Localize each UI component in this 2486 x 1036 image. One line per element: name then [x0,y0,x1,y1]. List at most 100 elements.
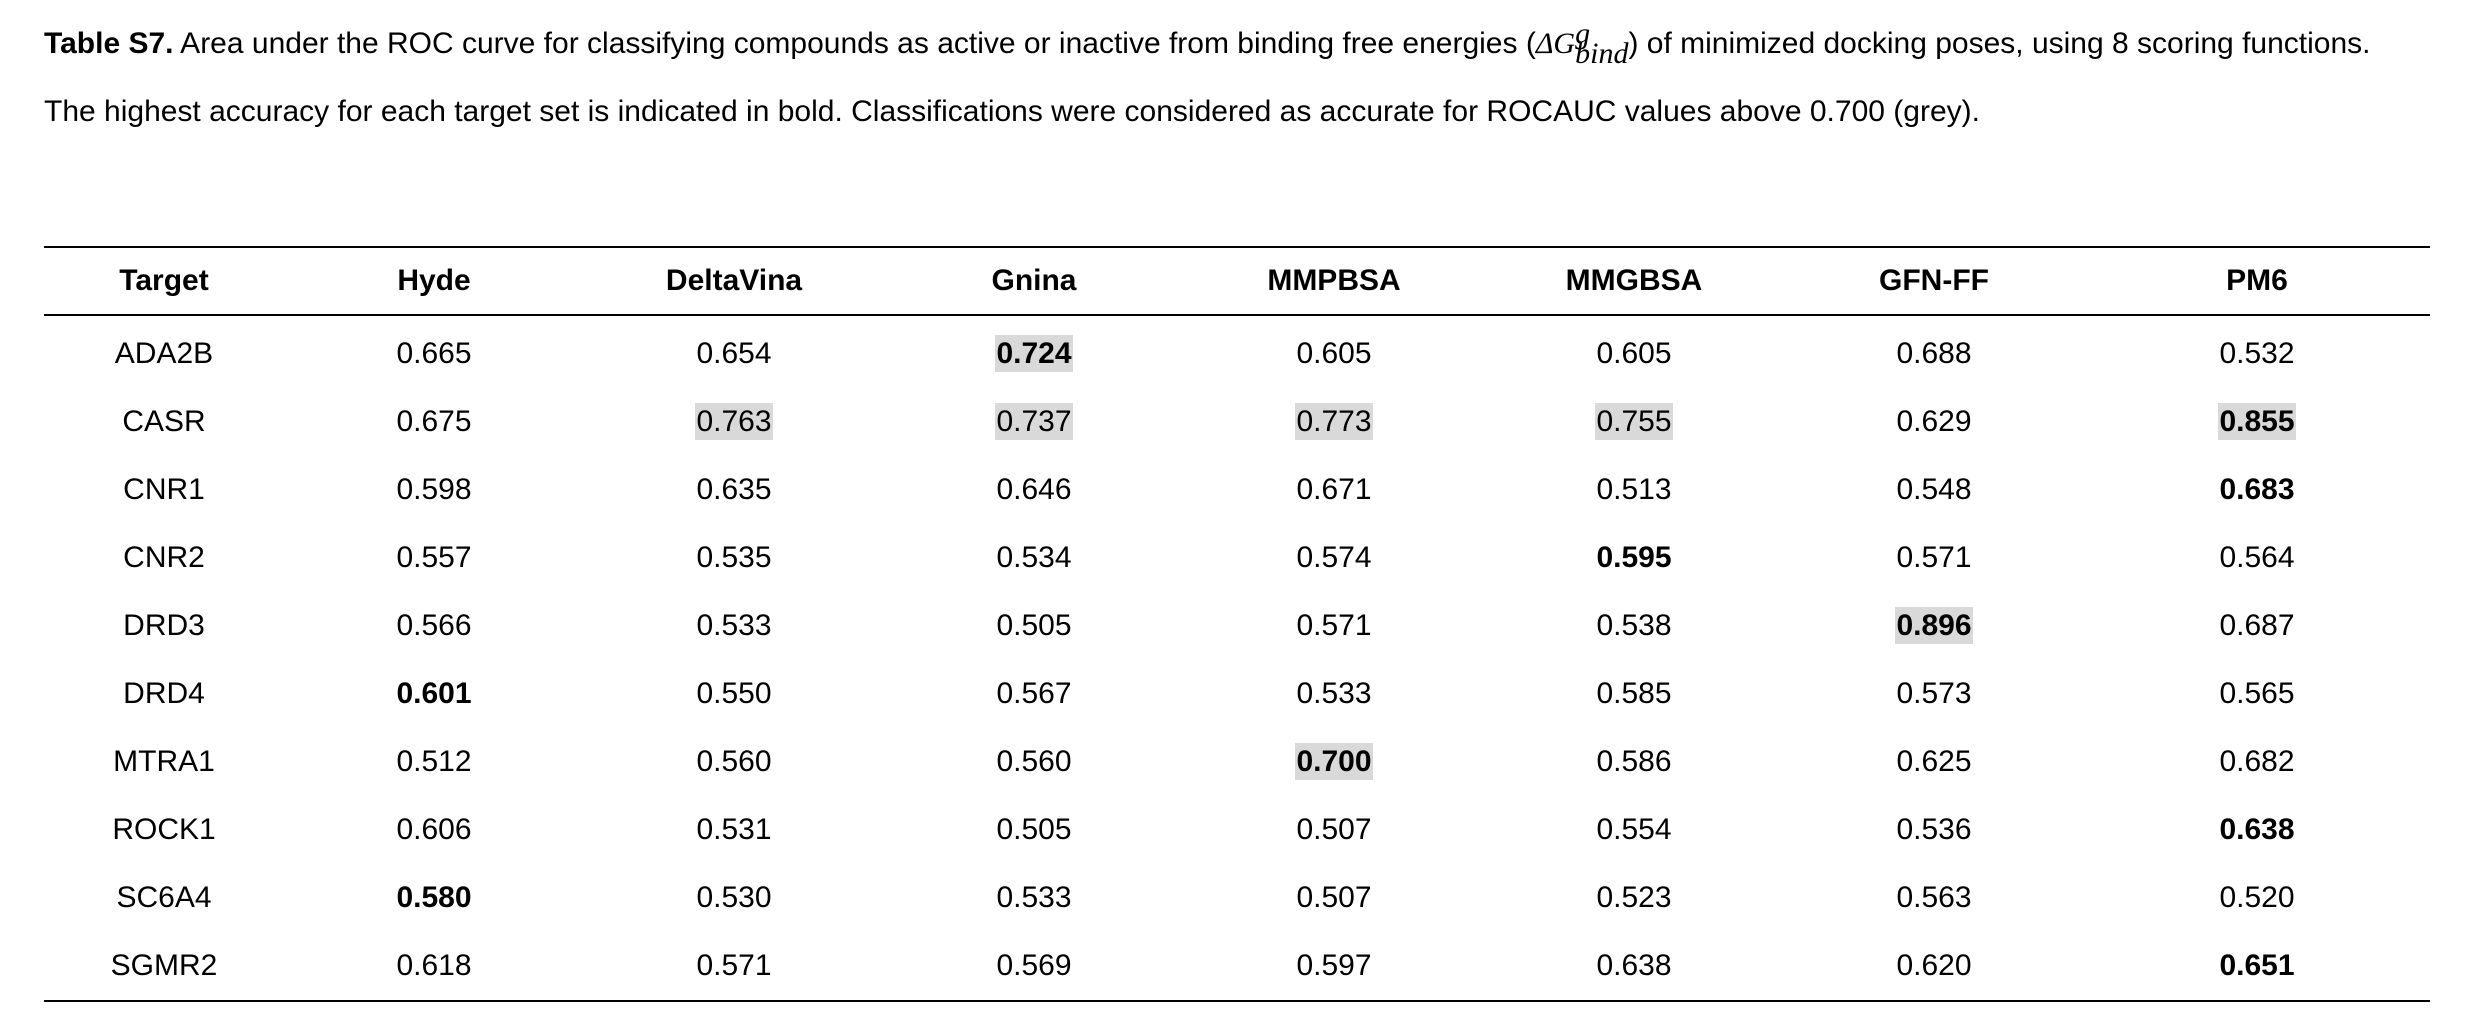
value-text: 0.512 [396,745,472,778]
value-text: 0.571 [696,949,772,982]
value-text: 0.682 [2219,745,2295,778]
table-row: DRD3 0.566 0.533 0.505 0.571 0.538 0.896 0.687 [44,592,2430,660]
value-text: 0.523 [1596,881,1672,914]
value-text: 0.605 [1296,337,1372,370]
table-row: CNR2 0.557 0.535 0.534 0.574 0.595 0.571 0.564 [44,524,2430,592]
value-cell: 0.625 [1784,728,2084,796]
value-text: 0.700 [1295,743,1373,780]
value-cell: 0.520 [2084,864,2430,932]
caption-label: Table S7. [44,27,174,60]
delta-g-bind-symbol: ΔG g bind [1535,17,1629,69]
value-cell: 0.507 [1184,864,1484,932]
value-cell: 0.687 [2084,592,2430,660]
value-text: 0.533 [696,609,772,642]
value-text: 0.629 [1896,405,1972,438]
value-cell: 0.601 [284,660,584,728]
value-text: 0.505 [996,609,1072,642]
value-cell: 0.571 [1184,592,1484,660]
value-cell: 0.620 [1784,932,2084,1001]
value-text: 0.571 [1296,609,1372,642]
target-cell: ROCK1 [112,813,216,846]
value-cell: 0.557 [284,524,584,592]
value-text: 0.687 [2219,609,2295,642]
value-text: 0.505 [996,813,1072,846]
value-cell: 0.560 [584,728,884,796]
value-cell: 0.595 [1484,524,1784,592]
value-text: 0.531 [696,813,772,846]
value-cell: 0.536 [1784,796,2084,864]
value-cell: 0.554 [1484,796,1784,864]
target-cell: CNR2 [123,541,205,574]
value-text: 0.855 [2218,403,2296,440]
value-cell: 0.534 [884,524,1184,592]
column-header-hyde: Hyde [397,264,471,297]
value-text: 0.507 [1296,881,1372,914]
value-cell: 0.855 [2084,388,2430,456]
math-base: ΔG [1535,27,1576,60]
value-text: 0.569 [996,949,1072,982]
value-cell: 0.566 [284,592,584,660]
value-cell: 0.571 [1784,524,2084,592]
value-text: 0.513 [1596,473,1672,506]
value-text: 0.567 [996,677,1072,710]
table-row: MTRA1 0.512 0.560 0.560 0.700 0.586 0.625 0.682 [44,728,2430,796]
value-cell: 0.532 [2084,315,2430,388]
value-cell: 0.724 [884,315,1184,388]
value-text: 0.574 [1296,541,1372,574]
value-text: 0.651 [2219,949,2295,982]
value-text: 0.595 [1596,541,1672,574]
header-row: Target Hyde DeltaVina Gnina MMPBSA MMGBSA GFN-… [44,247,2430,315]
value-text: 0.550 [696,677,772,710]
value-text: 0.597 [1296,949,1372,982]
column-header-gfn-ff: GFN-FF [1879,264,1989,297]
value-text: 0.585 [1596,677,1672,710]
target-cell: CNR1 [123,473,205,506]
value-text: 0.564 [2219,541,2295,574]
value-text: 0.618 [396,949,472,982]
value-cell: 0.513 [1484,456,1784,524]
value-cell: 0.586 [1484,728,1784,796]
value-text: 0.646 [996,473,1072,506]
value-text: 0.638 [1596,949,1672,982]
value-text: 0.535 [696,541,772,574]
table-header: Target Hyde DeltaVina Gnina MMPBSA MMGBSA GFN-… [44,247,2430,315]
value-cell: 0.651 [2084,932,2430,1001]
table-row: ROCK1 0.606 0.531 0.505 0.507 0.554 0.536 0.638 [44,796,2430,864]
column-header-gnina: Gnina [991,264,1077,297]
value-text: 0.557 [396,541,472,574]
value-text: 0.773 [1295,403,1373,440]
value-text: 0.683 [2219,473,2295,506]
value-cell: 0.564 [2084,524,2430,592]
value-cell: 0.523 [1484,864,1784,932]
value-text: 0.530 [696,881,772,914]
table-row: DRD4 0.601 0.550 0.567 0.533 0.585 0.573 0.565 [44,660,2430,728]
value-cell: 0.688 [1784,315,2084,388]
value-text: 0.671 [1296,473,1372,506]
value-cell: 0.597 [1184,932,1484,1001]
value-cell: 0.538 [1484,592,1784,660]
value-cell: 0.606 [284,796,584,864]
target-cell: MTRA1 [113,745,215,778]
value-cell: 0.567 [884,660,1184,728]
column-header-mmgbsa: MMGBSA [1565,264,1703,297]
value-cell: 0.675 [284,388,584,456]
math-subscript: bind [1575,37,1629,70]
math-superscript: g [1575,17,1591,50]
value-cell: 0.507 [1184,796,1484,864]
value-text: 0.563 [1896,881,1972,914]
value-text: 0.638 [2219,813,2295,846]
value-cell: 0.682 [2084,728,2430,796]
value-cell: 0.671 [1184,456,1484,524]
value-text: 0.896 [1895,607,1973,644]
value-cell: 0.700 [1184,728,1484,796]
value-cell: 0.505 [884,592,1184,660]
value-cell: 0.563 [1784,864,2084,932]
value-text: 0.507 [1296,813,1372,846]
value-cell: 0.535 [584,524,884,592]
target-cell: ADA2B [114,337,214,370]
table-row: SGMR2 0.618 0.571 0.569 0.597 0.638 0.620 0.651 [44,932,2430,1001]
value-text: 0.580 [396,881,472,914]
value-text: 0.635 [696,473,772,506]
value-cell: 0.598 [284,456,584,524]
value-cell: 0.763 [584,388,884,456]
